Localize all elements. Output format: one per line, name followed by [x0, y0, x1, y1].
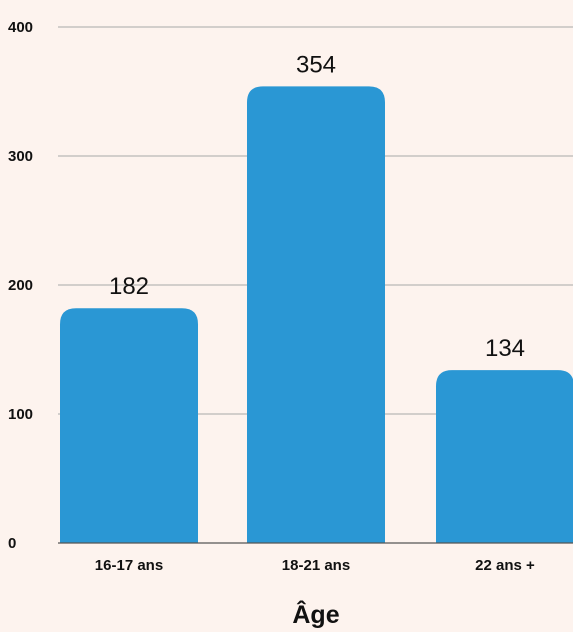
data-label-3: 134 — [485, 335, 525, 362]
data-labels: 182 354 134 — [109, 51, 525, 362]
bar-2 — [247, 86, 385, 543]
bar-3 — [436, 370, 573, 543]
x-tick-label-1: 16-17 ans — [95, 557, 163, 574]
y-tick-label-300: 300 — [8, 148, 33, 165]
bar-1 — [60, 308, 198, 543]
y-tick-label-400: 400 — [8, 19, 33, 36]
x-axis-ticks: 16-17 ans 18-21 ans 22 ans + — [95, 557, 535, 574]
x-tick-label-3: 22 ans + — [475, 557, 535, 574]
x-tick-label-2: 18-21 ans — [282, 557, 350, 574]
data-label-1: 182 — [109, 273, 149, 300]
y-tick-label-200: 200 — [8, 277, 33, 294]
y-tick-label-0: 0 — [8, 535, 16, 552]
x-axis-title: Âge — [292, 599, 339, 629]
y-tick-label-100: 100 — [8, 406, 33, 423]
bars — [60, 86, 573, 543]
y-axis-ticks: 0 100 200 300 400 — [8, 19, 33, 552]
data-label-2: 354 — [296, 51, 336, 78]
